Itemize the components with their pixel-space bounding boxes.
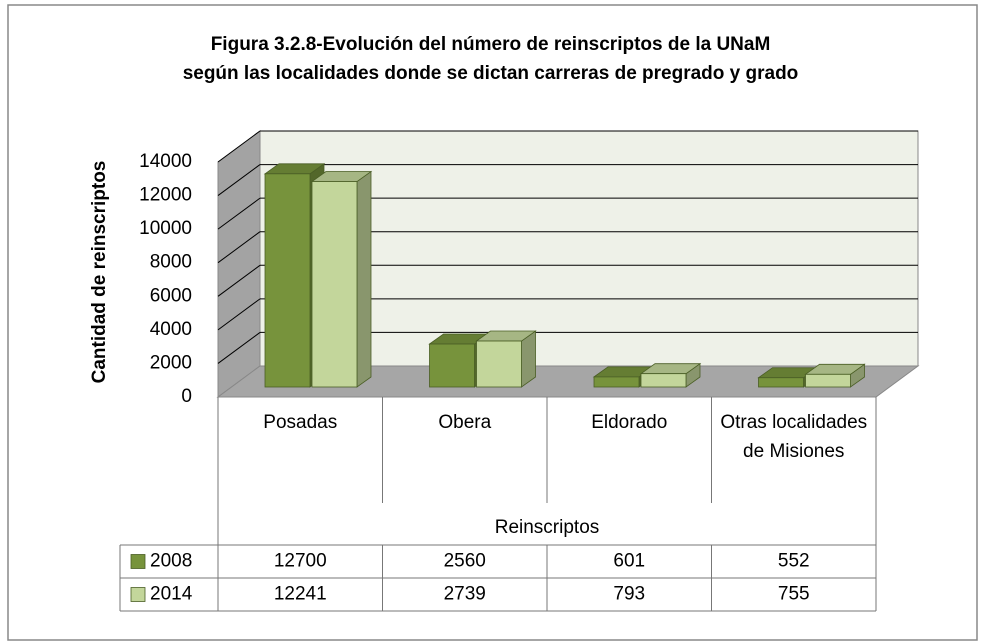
- grid-line: [217, 332, 261, 364]
- y-tick-label: 12000: [139, 185, 192, 206]
- chart-title: Figura 3.2.8-Evolución del número de rei…: [210, 34, 771, 55]
- table-value: 2560: [444, 551, 486, 572]
- bar: [640, 373, 687, 388]
- x-tick-label: Otras localidades de Misiones: [720, 412, 868, 462]
- grid-line: [217, 264, 261, 297]
- table-value: 12241: [274, 584, 327, 605]
- x-tick-label: Obera: [438, 412, 492, 433]
- x-tick-label: Eldorado: [591, 412, 668, 433]
- grid-line: [217, 164, 261, 196]
- grid-line: [217, 130, 261, 163]
- table-value: 755: [778, 584, 810, 605]
- table-value: 2739: [444, 584, 486, 605]
- table-value: 601: [613, 551, 645, 572]
- x-axis-label: Reinscriptos: [495, 517, 600, 538]
- bar: [311, 181, 358, 388]
- bar: [264, 173, 311, 388]
- legend-label: 2008: [150, 551, 192, 572]
- y-tick-label: 6000: [150, 285, 192, 306]
- grid-line: [217, 231, 261, 264]
- bar: [429, 343, 475, 388]
- y-tick-label: 2000: [150, 352, 192, 373]
- chart-title: según las localidades donde se dictan ca…: [182, 63, 799, 84]
- y-tick-label: 0: [181, 386, 192, 407]
- table-value: 793: [613, 584, 645, 605]
- bar-side: [356, 170, 372, 388]
- y-tick-label: 8000: [150, 252, 192, 273]
- bar: [593, 376, 640, 388]
- legend-key: [130, 554, 146, 569]
- bar: [805, 373, 851, 388]
- x-tick-label: Posadas: [263, 412, 338, 433]
- side-wall: [217, 130, 261, 398]
- legend-key: [130, 587, 146, 602]
- y-tick-label: 14000: [139, 151, 192, 172]
- bar: [758, 377, 804, 388]
- grid-line: [217, 298, 261, 331]
- y-axis-label: Cantidad de reinscriptos: [89, 161, 110, 384]
- legend-label: 2014: [150, 584, 193, 605]
- table-value: 552: [778, 551, 810, 572]
- floor: [216, 365, 920, 398]
- y-tick-label: 10000: [139, 218, 192, 239]
- bar: [476, 340, 522, 388]
- table-value: 12700: [274, 551, 327, 572]
- y-tick-label: 4000: [150, 319, 192, 340]
- grid-line: [217, 197, 261, 230]
